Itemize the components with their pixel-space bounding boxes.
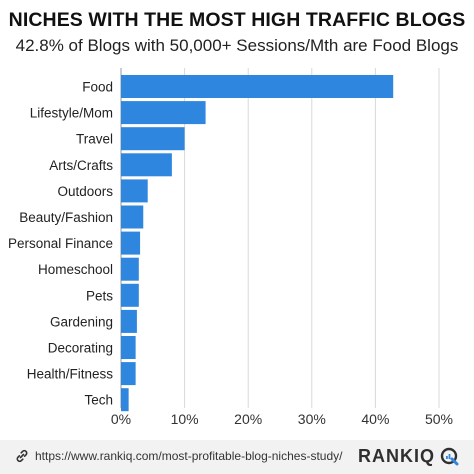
- category-label: Decorating: [48, 341, 113, 356]
- bar: [121, 75, 394, 98]
- brand-name: RANKIQ: [358, 446, 435, 466]
- category-label: Outdoors: [57, 184, 113, 199]
- category-label: Homeschool: [38, 262, 113, 277]
- bar-chart: Food Lifestyle/Mom Travel Arts/Crafts Outdoo…: [8, 68, 453, 427]
- footer-bar: https://www.rankiq.com/most-profitable-b…: [0, 440, 474, 474]
- category-label: Travel: [76, 132, 113, 147]
- bar: [121, 231, 141, 255]
- category-label: Beauty/Fashion: [19, 210, 113, 225]
- bar: [121, 205, 144, 229]
- x-tick-label: 40%: [361, 411, 389, 427]
- source-link[interactable]: https://www.rankiq.com/most-profitable-b…: [14, 448, 342, 464]
- category-label: Health/Fitness: [27, 367, 114, 382]
- x-tick-label: 20%: [234, 411, 262, 427]
- bar: [121, 309, 137, 333]
- category-labels: Food Lifestyle/Mom Travel Arts/Crafts Outdoo…: [8, 80, 113, 408]
- chart-title: NICHES WITH THE MOST HIGH TRAFFIC BLOGS: [8, 9, 466, 31]
- link-icon: [16, 449, 28, 463]
- bar: [121, 127, 185, 151]
- bar: [121, 336, 136, 359]
- category-label: Personal Finance: [8, 236, 113, 251]
- bars: [121, 75, 394, 412]
- category-label: Lifestyle/Mom: [30, 106, 113, 121]
- x-tick-label: 50%: [425, 411, 453, 427]
- bar: [121, 101, 206, 125]
- source-url[interactable]: https://www.rankiq.com/most-profitable-b…: [35, 449, 343, 463]
- x-tick-label: 30%: [298, 411, 326, 427]
- bar: [121, 388, 129, 412]
- bar: [121, 257, 139, 281]
- bar: [121, 179, 148, 203]
- brand-logo: RANKIQ: [358, 446, 460, 467]
- category-label: Gardening: [50, 314, 113, 329]
- x-tick-label: 0%: [111, 411, 131, 427]
- category-label: Food: [82, 80, 113, 95]
- bar: [121, 283, 139, 307]
- chart-subtitle: 42.8% of Blogs with 50,000+ Sessions/Mth…: [15, 36, 459, 55]
- category-label: Pets: [86, 288, 113, 303]
- x-tick-labels: 0% 10% 20% 30% 40% 50%: [111, 411, 453, 427]
- rankiq-logo-icon: [440, 447, 459, 465]
- category-label: Arts/Crafts: [49, 158, 113, 173]
- category-label: Tech: [84, 393, 113, 408]
- x-tick-label: 10%: [171, 411, 199, 427]
- bar: [121, 153, 172, 177]
- bar: [121, 362, 136, 386]
